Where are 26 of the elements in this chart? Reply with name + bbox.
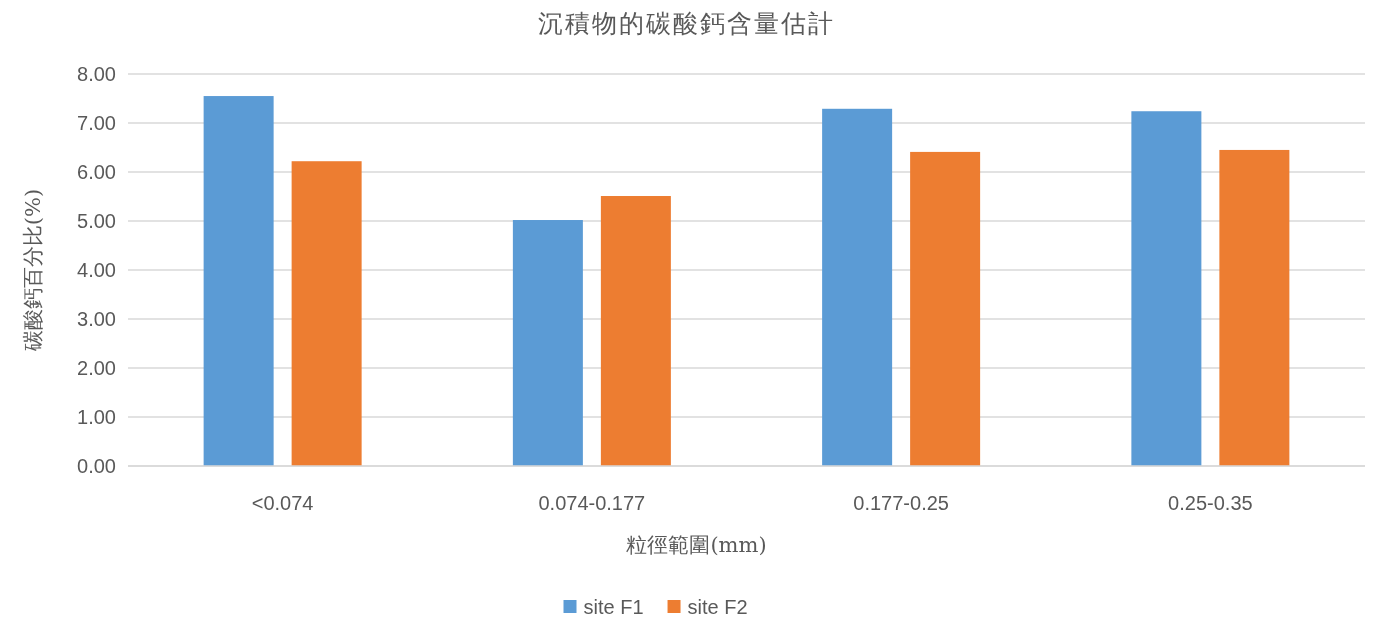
y-tick-label: 0.00 [77, 455, 116, 477]
x-tick-label: 0.074-0.177 [538, 492, 646, 514]
y-tick-label: 8.00 [77, 63, 116, 85]
x-tick-label: <0.074 [251, 492, 314, 514]
x-tick-label: 0.25-0.35 [1168, 492, 1253, 514]
y-tick-label: 3.00 [77, 308, 116, 330]
y-axis-title: 碳酸鈣百分比(%) [21, 188, 45, 353]
bar [291, 161, 362, 466]
x-axis-title: 粒徑範圍(mm) [626, 533, 767, 557]
bar [1219, 149, 1290, 466]
legend-label: site F1 [583, 596, 644, 618]
bar [600, 196, 671, 466]
bar [1131, 111, 1202, 466]
y-tick-label: 6.00 [77, 161, 116, 183]
y-tick-label: 4.00 [77, 259, 116, 281]
bar [512, 220, 583, 466]
bar [910, 151, 981, 466]
y-tick-label: 5.00 [77, 210, 116, 232]
legend-label: site F2 [687, 596, 748, 618]
bar [822, 108, 893, 466]
x-tick-label: 0.177-0.25 [853, 492, 949, 514]
chart-title: 沉積物的碳酸鈣含量估計 [538, 9, 835, 38]
y-tick-label: 1.00 [77, 406, 116, 428]
y-tick-label: 2.00 [77, 357, 116, 379]
bar [203, 96, 274, 466]
y-tick-label: 7.00 [77, 112, 116, 134]
